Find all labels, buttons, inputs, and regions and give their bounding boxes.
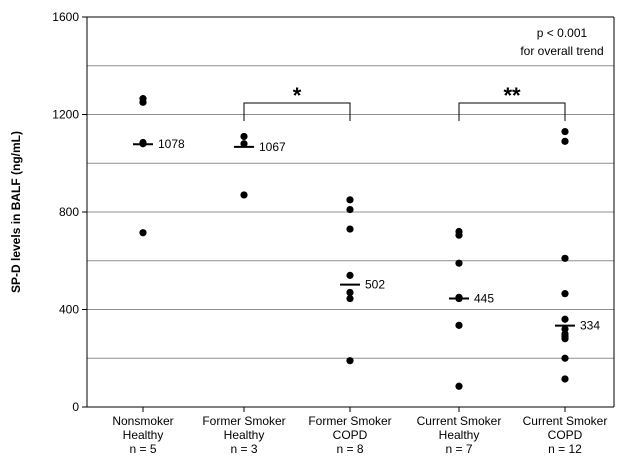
data-point <box>346 288 354 297</box>
y-tick-label: 800 <box>59 205 79 219</box>
significance-brackets: * ** <box>243 83 566 121</box>
annotation-line-1: p < 0.001 <box>537 26 588 40</box>
y-axis-label: SP-D levels in BALF (ng/mL) <box>9 131 23 293</box>
data-point <box>561 354 569 362</box>
annotation-line-2: for overall trend <box>520 44 603 58</box>
data-points <box>139 95 569 390</box>
category-label: COPD <box>548 428 583 442</box>
data-point <box>455 321 463 329</box>
data-point <box>561 127 569 136</box>
significance-bracket <box>458 102 566 121</box>
data-point <box>346 271 354 279</box>
category-label: COPD <box>333 428 368 442</box>
category-label: Former Smoker <box>308 414 391 428</box>
data-point <box>240 140 248 148</box>
category-label: Current Smoker <box>417 414 502 428</box>
median-label: 1078 <box>158 137 185 151</box>
category-label: Healthy <box>123 428 164 442</box>
category-label: Former Smoker <box>202 414 285 428</box>
significance-label: * <box>293 83 302 108</box>
data-point <box>561 315 569 323</box>
data-point <box>240 191 248 199</box>
data-point <box>561 137 569 145</box>
data-point <box>240 132 248 141</box>
y-tick-label: 400 <box>59 303 79 317</box>
y-tick-label: 1200 <box>52 108 79 122</box>
significance-bracket <box>243 102 351 121</box>
median-label: 445 <box>474 292 494 306</box>
category-label: n = 5 <box>129 442 156 456</box>
data-point <box>561 375 569 383</box>
data-point <box>561 254 569 262</box>
data-point <box>561 335 569 343</box>
data-point <box>139 229 147 237</box>
data-point <box>139 98 147 106</box>
median-label: 502 <box>365 278 385 292</box>
data-point <box>455 231 463 239</box>
y-tick-label: 1600 <box>52 10 79 24</box>
y-tick-label: 0 <box>72 400 79 414</box>
data-point <box>346 357 354 365</box>
data-point <box>346 196 354 204</box>
data-point <box>455 382 463 390</box>
category-label: Nonsmoker <box>112 414 173 428</box>
significance-label: ** <box>503 83 521 108</box>
category-label: n = 7 <box>445 442 472 456</box>
data-point <box>346 205 354 214</box>
data-point <box>346 225 354 233</box>
category-label: Healthy <box>224 428 265 442</box>
category-label: Healthy <box>439 428 480 442</box>
data-point <box>346 294 354 303</box>
data-point <box>561 290 569 298</box>
data-point <box>455 259 463 267</box>
category-label: n = 12 <box>548 442 582 456</box>
category-label: Current Smoker <box>523 414 608 428</box>
y-ticks: 0 400 800 1200 1600 <box>52 10 87 414</box>
medians: 1078 1067 502 445 334 <box>133 137 600 333</box>
category-label: n = 8 <box>336 442 363 456</box>
median-label: 334 <box>580 319 600 333</box>
median-label: 1067 <box>259 140 286 154</box>
category-label: n = 3 <box>230 442 257 456</box>
